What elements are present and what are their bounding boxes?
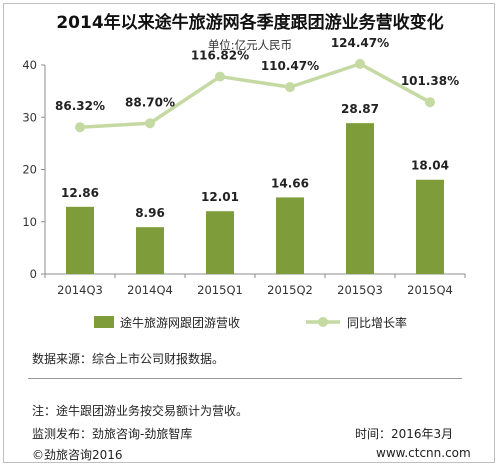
copyright: ©劲旅咨询2016 <box>32 448 123 462</box>
y-tick-label: 0 <box>30 267 37 281</box>
line-path <box>79 62 431 129</box>
line-point <box>145 118 155 129</box>
legend-line-label: 同比增长率 <box>347 315 407 330</box>
bar-data-label: 8.96 <box>135 206 165 220</box>
legend-bar-label: 途牛旅游网跟团游营收 <box>120 315 240 330</box>
line-data-label: 88.70% <box>125 95 175 109</box>
chart-axes: 0 10 20 30 40 2014Q3 2014Q4 2015Q1 2015Q2 2015Q3 2… <box>22 58 466 297</box>
line-point <box>215 71 225 82</box>
line-point <box>425 97 435 108</box>
line-data-label: 116.82% <box>191 49 249 63</box>
x-tick-label: 2015Q3 <box>337 283 383 297</box>
bar-data-label: 14.66 <box>271 176 309 190</box>
bar-data-label: 28.87 <box>341 102 379 116</box>
data-source-note: 数据来源：综合上市公司财报数据。 <box>32 352 225 366</box>
line-data-label: 86.32% <box>55 99 105 113</box>
bar <box>346 123 374 274</box>
bar <box>276 197 304 274</box>
x-tick-label: 2014Q3 <box>57 283 103 297</box>
y-tick-label: 10 <box>22 215 37 229</box>
y-tick-label: 40 <box>22 58 37 72</box>
line-point <box>285 82 295 93</box>
x-tick-label: 2015Q2 <box>267 283 313 297</box>
line-point <box>75 122 85 133</box>
chart-title: 2014年以来途牛旅游网各季度跟团游业务营收变化 <box>56 13 444 33</box>
footnote: 注：途牛跟团游业务按交易额计为营收。 <box>32 404 249 418</box>
y-tick-label: 30 <box>22 110 37 124</box>
chart-frame <box>3 3 495 463</box>
legend-line-marker <box>318 317 328 327</box>
bar <box>136 227 164 274</box>
chart-legend: 途牛旅游网跟团游营收 同比增长率 <box>94 315 407 330</box>
bar-series: 12.86 8.96 12.01 14.66 28.87 18.04 <box>61 102 449 274</box>
chart-unit: 单位:亿元人民币 <box>207 38 293 52</box>
legend-bar-swatch <box>94 316 114 328</box>
publisher-note: 监测发布：劲旅咨询-劲旅智库 <box>32 427 193 441</box>
line-data-label: 101.38% <box>401 74 459 88</box>
line-point <box>355 58 365 69</box>
bar-data-label: 12.86 <box>61 186 99 200</box>
x-tick-label: 2015Q4 <box>407 283 453 297</box>
bar <box>206 211 234 274</box>
bar <box>416 179 444 274</box>
line-data-label: 110.47% <box>261 59 319 73</box>
website: www.ctcnn.com <box>376 446 471 460</box>
x-tick-label: 2015Q1 <box>197 283 243 297</box>
publish-time: 时间：2016年3月 <box>355 427 454 441</box>
line-series: 86.32% 88.70% 116.82% 110.47% 124.47% 101.38% <box>55 36 459 133</box>
x-tick-label: 2014Q4 <box>127 283 173 297</box>
bar-data-label: 18.04 <box>411 159 449 173</box>
bar-data-label: 12.01 <box>201 190 239 204</box>
y-tick-label: 20 <box>22 163 37 177</box>
divider <box>28 378 462 379</box>
bar <box>66 206 94 274</box>
line-data-label: 124.47% <box>331 36 389 50</box>
